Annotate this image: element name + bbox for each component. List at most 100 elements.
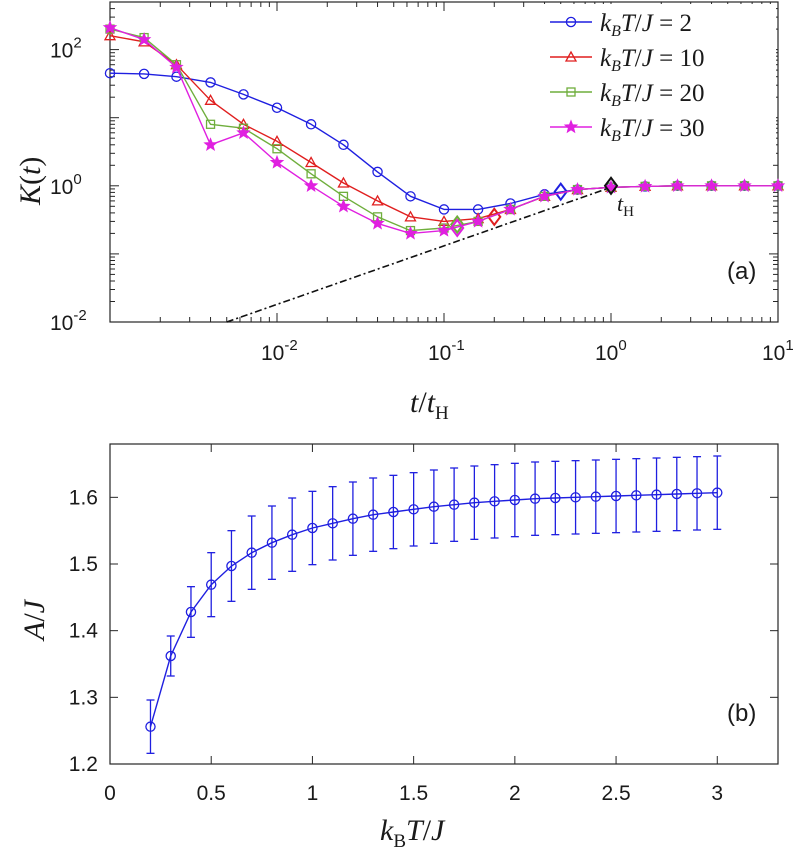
data-point <box>338 139 349 151</box>
panel-a-series <box>102 20 786 240</box>
t-h-diamond <box>449 214 465 235</box>
x-tick-label: 10-1 <box>428 337 465 365</box>
legend-label: kBT/J = 10 <box>600 45 704 75</box>
y-tick-label: 100 <box>50 171 82 199</box>
x-tick-label: 2 <box>509 782 521 805</box>
data-point <box>469 497 480 508</box>
data-point <box>670 178 685 193</box>
data-point <box>205 77 216 88</box>
panel-a-legend: kBT/J = 2 kBT/J = 10 kBT/J = 20 kBT/J = 30 <box>540 4 776 154</box>
t-h-diamond <box>553 182 568 202</box>
data-point <box>503 201 518 216</box>
data-point <box>103 29 117 41</box>
data-point <box>408 504 419 515</box>
data-point <box>651 489 662 500</box>
panel-a-ylabel: K(t) <box>14 157 47 206</box>
x-tick-label: 0.5 <box>197 782 226 805</box>
data-point <box>304 156 318 168</box>
data-point <box>428 501 440 512</box>
data-point <box>570 182 585 196</box>
data-point <box>637 178 653 193</box>
data-point <box>371 194 384 206</box>
data-point <box>631 490 642 501</box>
legend-marker <box>566 87 576 97</box>
data-point <box>337 176 350 188</box>
data-point <box>104 67 116 79</box>
data-point <box>671 488 683 500</box>
legend-label: kBT/J = 30 <box>600 115 704 145</box>
data-point <box>570 492 581 503</box>
y-tick-label: 1.5 <box>69 553 98 576</box>
legend-label: kBT/J = 20 <box>600 80 704 110</box>
panel-b-ticks: 0 0.5 1 1.5 2 2.5 3 1.2 1.3 1.4 1.5 1.6 <box>69 444 778 805</box>
data-point <box>205 119 216 129</box>
data-point <box>712 487 723 498</box>
panel-b-label: (b) <box>727 700 756 727</box>
data-point <box>691 488 703 499</box>
data-point <box>590 491 602 502</box>
data-point <box>306 169 316 179</box>
data-point <box>169 59 184 74</box>
y-tick-label: 10-2 <box>50 307 87 335</box>
data-point <box>436 222 452 237</box>
data-point <box>307 522 318 534</box>
data-point <box>102 20 118 34</box>
data-point <box>203 137 218 152</box>
data-point <box>347 513 359 524</box>
t-h-diamond-black <box>603 176 619 196</box>
data-point <box>438 204 450 215</box>
data-point <box>704 178 719 193</box>
data-point <box>388 506 399 518</box>
y-tick-label: 1.3 <box>69 686 98 709</box>
legend-marker <box>564 50 578 62</box>
data-point <box>238 89 249 100</box>
data-point <box>470 213 486 228</box>
data-point <box>489 496 500 507</box>
data-point <box>509 494 521 506</box>
panel-a-xlabel: t/tH <box>410 386 449 424</box>
legend-label: kBT/J = 2 <box>600 10 692 40</box>
data-point <box>236 125 251 139</box>
data-point <box>367 509 379 520</box>
panel-b-xlabel: kBT/J <box>380 814 446 852</box>
data-point <box>404 210 417 222</box>
data-point <box>403 225 418 240</box>
y-tick-label: 1.6 <box>69 486 98 509</box>
x-tick-label: 101 <box>762 337 794 365</box>
data-point <box>266 537 278 548</box>
data-point <box>226 560 237 572</box>
x-tick-label: 1 <box>307 782 319 805</box>
data-point <box>405 191 416 202</box>
data-point <box>272 144 282 154</box>
x-tick-label: 2.5 <box>601 782 630 805</box>
data-point <box>286 529 298 540</box>
data-point <box>770 178 786 192</box>
data-point <box>138 68 150 80</box>
y-tick-label: 1.2 <box>69 753 98 776</box>
data-point <box>448 499 460 510</box>
x-tick-label: 100 <box>595 337 627 365</box>
data-point <box>550 492 561 504</box>
data-point <box>537 188 552 203</box>
data-point <box>269 154 285 169</box>
data-point <box>327 518 338 529</box>
panel-b-ylabel: A/J <box>18 598 51 642</box>
data-point <box>303 178 319 192</box>
data-point <box>246 547 257 558</box>
t-h-annotation: tH <box>617 191 634 220</box>
data-point <box>204 93 217 105</box>
y-tick-label: 1.4 <box>69 620 99 643</box>
data-point <box>305 119 317 130</box>
data-point <box>271 102 283 113</box>
y-tick-label: 102 <box>50 35 82 63</box>
legend-marker <box>563 119 579 134</box>
data-point <box>370 215 385 230</box>
data-point <box>205 579 217 590</box>
data-point <box>145 721 156 732</box>
data-point <box>136 31 152 46</box>
x-tick-label: 1.5 <box>399 782 428 805</box>
data-point <box>336 198 351 213</box>
legend-box <box>540 4 776 154</box>
